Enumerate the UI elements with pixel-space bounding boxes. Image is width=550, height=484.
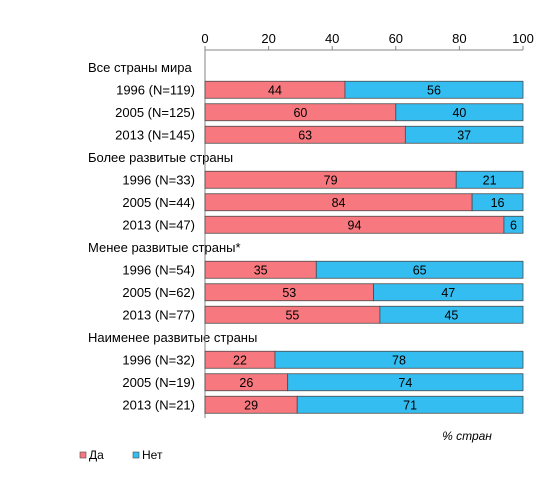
data-label: 37 bbox=[457, 128, 471, 142]
data-label: 78 bbox=[392, 353, 406, 367]
bar-segment-no bbox=[503, 215, 524, 234]
row-label: 2005 (N=44) bbox=[122, 195, 195, 210]
legend: Да Нет bbox=[79, 448, 163, 462]
data-label: 26 bbox=[239, 376, 253, 390]
data-label: 45 bbox=[444, 308, 458, 322]
bar-segment-no bbox=[379, 305, 524, 324]
row-label: 2013 (N=47) bbox=[122, 217, 195, 232]
x-tick-label: 40 bbox=[325, 31, 339, 46]
bar-segment-no bbox=[287, 373, 524, 392]
legend-swatch-no bbox=[132, 451, 140, 459]
row-label: 1996 (N=119) bbox=[116, 82, 195, 97]
bar-segment-no bbox=[404, 125, 524, 144]
row-label: 2005 (N=19) bbox=[122, 375, 195, 390]
data-label: 29 bbox=[244, 398, 258, 412]
data-label: 35 bbox=[254, 263, 268, 277]
data-label: 22 bbox=[233, 353, 247, 367]
legend-swatch-yes bbox=[79, 451, 87, 459]
row-label: 2005 (N=125) bbox=[115, 105, 195, 120]
x-tick-label: 0 bbox=[201, 31, 208, 46]
group-label: Более развитые страны bbox=[88, 150, 233, 165]
bar-segment-no bbox=[296, 395, 524, 414]
data-label: 55 bbox=[285, 308, 299, 322]
x-axis-title: % стран bbox=[442, 429, 492, 443]
bars bbox=[204, 80, 524, 414]
bar-segment-no bbox=[395, 103, 524, 122]
x-tick-label: 20 bbox=[261, 31, 275, 46]
row-label: 1996 (N=33) bbox=[122, 172, 195, 187]
data-label: 74 bbox=[398, 376, 412, 390]
data-label: 71 bbox=[403, 398, 417, 412]
bar-segment-no bbox=[315, 260, 524, 279]
bar-labels: 44 56 60 40 63 37 79 21 84 16 94 6 35 65 53 47 55 45 22 78 2… bbox=[233, 83, 517, 412]
bar-segment-no bbox=[455, 170, 524, 189]
legend-label-no: Нет bbox=[142, 448, 163, 462]
data-label: 79 bbox=[324, 173, 338, 187]
group-label: Наименее развитые страны bbox=[88, 330, 257, 345]
data-label: 40 bbox=[452, 106, 466, 120]
data-label: 56 bbox=[427, 83, 441, 97]
group-label: Все страны мира bbox=[88, 60, 192, 75]
data-label: 21 bbox=[483, 173, 497, 187]
data-label: 44 bbox=[268, 83, 282, 97]
data-label: 84 bbox=[332, 196, 346, 210]
bar-segment-no bbox=[344, 80, 524, 99]
legend-label-yes: Да bbox=[89, 448, 104, 462]
bar-segment-no bbox=[471, 193, 524, 212]
row-label: 1996 (N=54) bbox=[122, 262, 195, 277]
row-label: 2013 (N=21) bbox=[122, 397, 195, 412]
x-tick-label: 100 bbox=[512, 31, 534, 46]
data-label: 60 bbox=[293, 106, 307, 120]
row-label: 2013 (N=77) bbox=[122, 307, 195, 322]
data-label: 16 bbox=[491, 196, 505, 210]
data-label: 47 bbox=[441, 286, 455, 300]
data-label: 53 bbox=[282, 286, 296, 300]
row-label: 1996 (N=32) bbox=[122, 352, 195, 367]
data-label: 6 bbox=[510, 218, 517, 232]
data-label: 65 bbox=[413, 263, 427, 277]
row-labels: Все страны мира 1996 (N=119) 2005 (N=125) 2… bbox=[88, 60, 257, 413]
bar-segment-no bbox=[373, 283, 524, 302]
data-label: 63 bbox=[298, 128, 312, 142]
bar-segment-no bbox=[274, 350, 524, 369]
data-label: 94 bbox=[348, 218, 362, 232]
row-label: 2013 (N=145) bbox=[115, 127, 195, 142]
x-tick-label: 60 bbox=[389, 31, 403, 46]
row-label: 2005 (N=62) bbox=[122, 285, 195, 300]
group-label: Менее развитые страны* bbox=[88, 240, 241, 255]
x-tick-label: 80 bbox=[452, 31, 466, 46]
